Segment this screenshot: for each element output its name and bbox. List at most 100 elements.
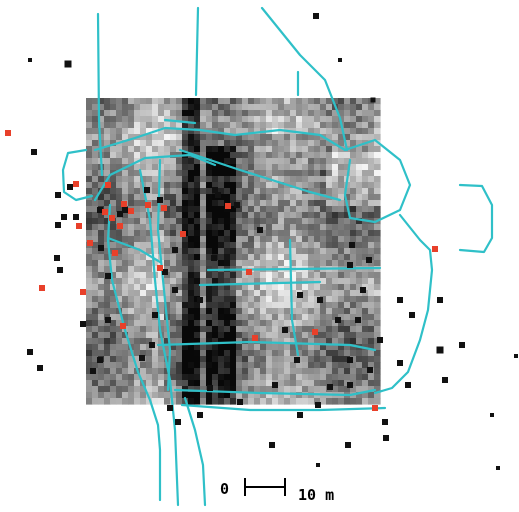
raster-cell (236, 254, 243, 261)
raster-cell (146, 356, 153, 363)
raster-cell (98, 302, 105, 309)
raster-cell (356, 164, 363, 171)
raster-cell (230, 344, 237, 351)
raster-cell (110, 122, 117, 129)
raster-cell (356, 362, 363, 369)
raster-cell (92, 224, 99, 231)
raster-cell (374, 104, 381, 111)
raster-cell (278, 146, 285, 153)
raster-cell (224, 392, 231, 399)
raster-cell (146, 164, 153, 171)
raster-cell (332, 182, 339, 189)
raster-cell (230, 278, 237, 285)
raster-cell (248, 98, 255, 105)
raster-cell (146, 260, 153, 267)
raster-cell (152, 164, 159, 171)
raster-cell (302, 326, 309, 333)
raster-cell (218, 200, 225, 207)
raster-cell (344, 122, 351, 129)
raster-cell (206, 392, 213, 399)
raster-cell (284, 272, 291, 279)
raster-cell (98, 368, 105, 375)
raster-cell (194, 230, 201, 237)
raster-cell (104, 188, 111, 195)
raster-cell (302, 170, 309, 177)
raster-cell (146, 392, 153, 399)
raster-cell (98, 134, 105, 141)
raster-cell (374, 284, 381, 291)
raster-cell (254, 146, 261, 153)
raster-cell (230, 230, 237, 237)
black-find-marker (73, 214, 79, 220)
raster-cell (158, 98, 165, 105)
raster-cell (290, 254, 297, 261)
raster-cell (230, 128, 237, 135)
raster-cell (176, 368, 183, 375)
raster-cell (266, 206, 273, 213)
raster-cell (218, 398, 225, 405)
raster-cell (170, 194, 177, 201)
black-find-marker (55, 192, 61, 198)
raster-cell (104, 326, 111, 333)
raster-cell (368, 350, 375, 357)
raster-cell (296, 344, 303, 351)
raster-cell (104, 338, 111, 345)
raster-cell (86, 278, 93, 285)
raster-cell (314, 116, 321, 123)
raster-cell (200, 398, 207, 405)
raster-cell (368, 194, 375, 201)
raster-cell (326, 290, 333, 297)
raster-cell (278, 284, 285, 291)
raster-cell (254, 218, 261, 225)
raster-cell (230, 308, 237, 315)
raster-cell (98, 392, 105, 399)
raster-cell (212, 212, 219, 219)
raster-cell (350, 170, 357, 177)
raster-cell (230, 284, 237, 291)
raster-cell (326, 104, 333, 111)
raster-cell (344, 326, 351, 333)
raster-cell (248, 362, 255, 369)
raster-cell (272, 140, 279, 147)
raster-cell (152, 260, 159, 267)
raster-cell (152, 242, 159, 249)
raster-cell (92, 158, 99, 165)
raster-cell (104, 146, 111, 153)
raster-cell (140, 308, 147, 315)
raster-cell (266, 170, 273, 177)
raster-cell (158, 392, 165, 399)
feature-line (183, 396, 207, 507)
raster-cell (296, 368, 303, 375)
raster-cell (176, 224, 183, 231)
raster-cell (260, 326, 267, 333)
raster-cell (260, 392, 267, 399)
raster-cell (320, 290, 327, 297)
raster-cell (290, 308, 297, 315)
raster-cell (164, 230, 171, 237)
raster-cell (98, 248, 105, 255)
raster-cell (242, 260, 249, 267)
raster-cell (170, 212, 177, 219)
raster-cell (188, 248, 195, 255)
feature-line (198, 280, 322, 287)
raster-cell (140, 260, 147, 267)
raster-cell (290, 374, 297, 381)
raster-cell (218, 284, 225, 291)
raster-cell (368, 320, 375, 327)
raster-cell (164, 350, 171, 357)
raster-cell (272, 392, 279, 399)
raster-cell (362, 134, 369, 141)
raster-cell (308, 350, 315, 357)
raster-cell (302, 272, 309, 279)
raster-cell (350, 224, 357, 231)
raster-cell (140, 362, 147, 369)
raster-cell (374, 134, 381, 141)
raster-cell (86, 98, 93, 105)
raster-cell (176, 170, 183, 177)
black-find-marker (61, 214, 67, 220)
black-find-marker (122, 207, 128, 213)
raster-cell (152, 308, 159, 315)
raster-cell (272, 164, 279, 171)
raster-cell (92, 170, 99, 177)
raster-cell (314, 134, 321, 141)
